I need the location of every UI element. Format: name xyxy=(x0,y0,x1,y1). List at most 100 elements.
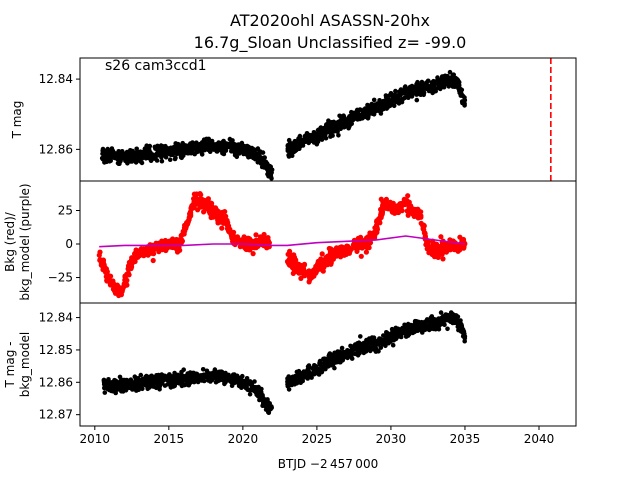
data-point xyxy=(167,382,172,387)
data-point xyxy=(146,155,151,161)
plot-area-middle xyxy=(96,191,468,299)
data-point xyxy=(251,150,257,156)
data-point xyxy=(298,139,303,145)
data-point xyxy=(390,334,395,339)
data-point xyxy=(307,277,313,283)
data-point xyxy=(320,268,326,274)
data-point xyxy=(128,150,134,156)
x-tick-label: 2015 xyxy=(154,432,185,446)
data-point xyxy=(457,88,462,94)
data-point xyxy=(157,387,162,392)
y-axis-label-bottom: T mag - xyxy=(3,342,17,389)
data-point xyxy=(407,90,413,96)
data-point xyxy=(150,154,155,159)
data-point xyxy=(265,401,270,407)
data-point xyxy=(122,380,127,386)
data-point xyxy=(368,235,374,241)
data-point xyxy=(148,378,154,384)
data-point xyxy=(191,379,197,385)
data-point xyxy=(311,130,317,135)
data-point xyxy=(140,386,145,392)
data-point xyxy=(314,141,320,147)
data-point xyxy=(269,176,274,181)
data-point xyxy=(253,232,259,238)
data-point xyxy=(364,240,370,246)
data-point xyxy=(250,239,256,245)
data-point xyxy=(108,158,113,164)
data-point xyxy=(214,213,220,220)
data-point xyxy=(237,244,243,250)
data-point xyxy=(253,385,259,390)
data-point xyxy=(418,209,424,215)
data-point xyxy=(229,379,234,384)
data-point xyxy=(222,142,227,148)
data-point xyxy=(215,370,220,375)
data-point xyxy=(167,157,173,162)
plot-area-bottom xyxy=(101,310,468,416)
data-point xyxy=(298,275,304,281)
y-tick-label: 0 xyxy=(65,237,73,251)
data-point xyxy=(113,378,118,383)
data-point xyxy=(306,140,312,146)
x-tick-label: 2010 xyxy=(80,432,111,446)
data-point xyxy=(159,380,165,386)
data-point xyxy=(187,210,194,216)
y-tick-label: 12.84 xyxy=(39,311,73,325)
data-point xyxy=(261,231,267,238)
data-point xyxy=(141,252,147,258)
data-point xyxy=(414,97,420,103)
data-point xyxy=(142,154,148,160)
data-point xyxy=(286,154,292,159)
data-point xyxy=(155,143,160,149)
data-point xyxy=(206,136,211,142)
data-point xyxy=(148,246,155,253)
data-point xyxy=(192,373,197,378)
data-point xyxy=(100,146,106,152)
data-point xyxy=(390,342,396,348)
data-point xyxy=(194,148,200,154)
data-point xyxy=(117,381,123,386)
data-point xyxy=(186,382,192,388)
data-point xyxy=(178,146,184,151)
data-point xyxy=(260,156,266,161)
data-point xyxy=(315,267,321,273)
data-point xyxy=(250,251,256,257)
data-point xyxy=(383,343,388,349)
data-point xyxy=(117,374,123,380)
data-point xyxy=(399,99,405,105)
y-tick-label: 12.86 xyxy=(39,142,73,156)
data-point xyxy=(451,77,457,83)
data-point xyxy=(382,339,388,345)
data-point xyxy=(448,243,454,249)
data-point xyxy=(319,251,325,257)
y-tick-label: 12.84 xyxy=(39,72,73,86)
data-point xyxy=(445,326,450,332)
data-point xyxy=(427,327,432,333)
data-point xyxy=(199,147,205,152)
data-point xyxy=(332,248,338,254)
data-point xyxy=(371,106,377,111)
data-point xyxy=(135,386,141,392)
data-point xyxy=(212,209,218,215)
data-point xyxy=(423,82,429,88)
data-point xyxy=(219,225,225,231)
data-point xyxy=(371,340,377,345)
data-point xyxy=(387,103,393,109)
data-point xyxy=(183,373,188,379)
data-point xyxy=(393,88,398,94)
x-tick-label: 2040 xyxy=(524,432,555,446)
data-point xyxy=(355,348,360,353)
data-point xyxy=(195,199,201,205)
data-point xyxy=(237,147,243,152)
data-point xyxy=(115,152,121,158)
data-point xyxy=(137,155,142,160)
data-point xyxy=(442,73,448,79)
data-point xyxy=(306,364,312,370)
data-point xyxy=(329,120,335,125)
data-point xyxy=(233,379,238,385)
data-point xyxy=(383,205,389,211)
data-point xyxy=(188,142,194,147)
data-point xyxy=(187,374,193,380)
data-point xyxy=(440,256,446,262)
data-point xyxy=(188,150,194,156)
